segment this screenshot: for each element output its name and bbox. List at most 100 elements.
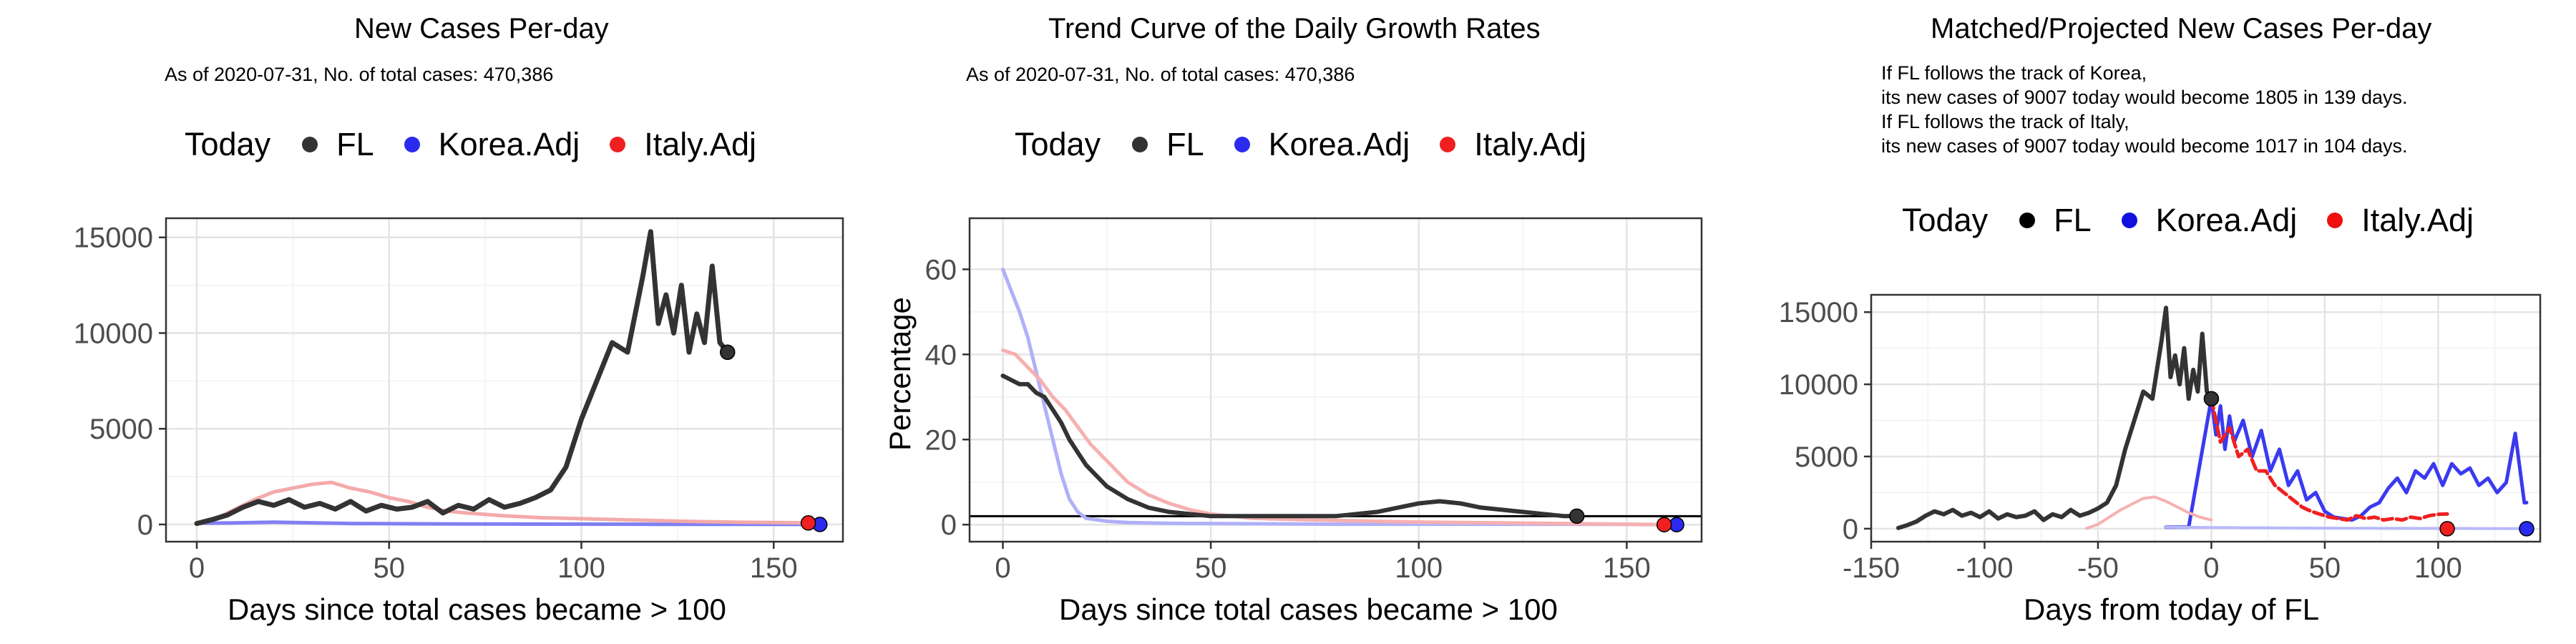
chart-title: Trend Curve of the Daily Growth Rates	[1048, 13, 1541, 44]
chart-legend: Today FL Korea.Adj Italy.Adj	[1902, 202, 2494, 239]
series-line-italy-adj-history	[2085, 495, 2213, 530]
y-tick-label: 0	[941, 509, 957, 541]
legend-dot-fl	[302, 137, 318, 152]
plot-area	[1871, 295, 2540, 542]
legend-dot-fl	[1132, 137, 1148, 152]
x-axis-title: Days since total cases became > 100	[1059, 592, 1558, 626]
legend-label-fl: FL	[2054, 202, 2092, 238]
plot-area	[166, 218, 843, 542]
chart-subtitle: As of 2020-07-31, No. of total cases: 47…	[165, 64, 554, 85]
y-tick-label: 10000	[74, 318, 153, 349]
x-tick-label: 100	[2414, 552, 2462, 584]
y-tick-label: 40	[925, 339, 957, 371]
y-tick-label: 0	[1843, 514, 1858, 545]
legend-label-korea: Korea.Adj	[2155, 202, 2298, 238]
y-tick-label: 15000	[1779, 297, 1858, 328]
y-tick-label: 10000	[1779, 369, 1858, 401]
chart-panel-growth-rates: Trend Curve of the Daily Growth Rates As…	[859, 0, 1717, 644]
chart-svg: 0 50 100 150 0 20 40 60	[925, 217, 1703, 584]
plot-border	[968, 217, 1703, 543]
chart-title: Matched/Projected New Cases Per-day	[1931, 13, 2432, 44]
chart-panel-projected: Matched/Projected New Cases Per-day If F…	[1717, 0, 2576, 644]
legend-item-korea: Korea.Adj	[394, 126, 580, 163]
legend-title: Today	[1902, 202, 1989, 238]
x-tick-label: 0	[995, 552, 1010, 584]
series-line-korea-adj	[195, 520, 822, 527]
chart-legend: Today FL Korea.Adj Italy.Adj	[185, 126, 776, 163]
today-point-italy-adj	[1656, 517, 1672, 532]
chart-legend: Today FL Korea.Adj Italy.Adj	[1015, 126, 1606, 163]
y-tick-label: 5000	[89, 414, 153, 445]
y-axis-title: Percentage	[883, 297, 917, 451]
legend-item-fl: FL	[292, 126, 374, 163]
x-tick-label: 100	[1395, 552, 1443, 584]
x-axis-title: Days since total cases became > 100	[228, 592, 726, 626]
x-axis-title: Days from today of FL	[2024, 592, 2320, 626]
legend-label-korea: Korea.Adj	[1268, 126, 1410, 162]
chart-panel-new-cases: New Cases Per-day As of 2020-07-31, No. …	[0, 0, 859, 644]
y-tick-label: 15000	[74, 223, 153, 254]
y-tick-label: 60	[925, 254, 957, 286]
x-tick-label: 50	[1195, 552, 1227, 584]
legend-item-italy: Italy.Adj	[600, 126, 756, 163]
legend-item-italy: Italy.Adj	[2317, 202, 2474, 239]
x-tick-label: -100	[1956, 552, 2013, 584]
x-tick-label: 50	[374, 552, 406, 584]
series-line-korea-adj	[1001, 267, 1679, 527]
x-tick-label: 0	[189, 552, 205, 584]
legend-label-fl: FL	[1166, 126, 1204, 162]
today-point-fl	[2203, 391, 2220, 407]
legend-dot-italy	[2327, 213, 2343, 228]
today-point-italy-adj	[2439, 521, 2455, 537]
y-tick-label: 0	[137, 509, 153, 541]
series-line-fl	[1896, 306, 2214, 530]
x-tick-label: 150	[1603, 552, 1651, 584]
x-tick-label: 50	[2309, 552, 2341, 584]
series-line-fl	[194, 229, 731, 527]
today-point-fl	[1568, 508, 1585, 525]
chart-subtitle: As of 2020-07-31, No. of total cases: 47…	[966, 64, 1355, 85]
y-tick-label: 5000	[1795, 441, 1858, 473]
x-tick-label: 150	[750, 552, 798, 584]
chart-title: New Cases Per-day	[354, 13, 609, 44]
legend-dot-korea	[2121, 213, 2137, 228]
legend-label-italy: Italy.Adj	[2361, 202, 2474, 238]
legend-title: Today	[185, 126, 271, 162]
legend-item-italy: Italy.Adj	[1430, 126, 1586, 163]
legend-label-italy: Italy.Adj	[1474, 126, 1586, 162]
chart-subtitle-line-4: its new cases of 9007 today would become…	[1881, 135, 2408, 157]
chart-subtitle-line-3: If FL follows the track of Italy,	[1881, 111, 2129, 132]
legend-dot-korea	[1234, 137, 1250, 152]
series-line-korea-adj-history	[2165, 525, 2528, 530]
x-tick-label: 0	[2203, 552, 2219, 584]
legend-dot-italy	[610, 137, 626, 152]
chart-subtitle-line-2: its new cases of 9007 today would become…	[1881, 87, 2408, 108]
legend-label-italy: Italy.Adj	[644, 126, 756, 162]
plot-border	[1870, 293, 2542, 543]
legend-dot-korea	[404, 137, 420, 152]
series-line-italy-adj	[2209, 396, 2449, 522]
x-tick-label: -150	[1843, 552, 1900, 584]
legend-dot-fl	[2019, 213, 2036, 228]
legend-label-korea: Korea.Adj	[438, 126, 580, 162]
plot-area	[970, 218, 1702, 542]
legend-item-korea: Korea.Adj	[1224, 126, 1410, 163]
series-line-italy-adj	[1001, 348, 1667, 527]
chart-svg: -150 -100 -50 0 50 100 0 5000 10000 15000	[1779, 293, 2542, 584]
today-point-italy-adj	[800, 515, 816, 531]
y-tick-label: 20	[925, 424, 957, 456]
x-tick-label: 100	[557, 552, 605, 584]
legend-item-korea: Korea.Adj	[2112, 202, 2298, 239]
today-point-fl	[720, 344, 736, 360]
today-point-korea-adj	[2519, 521, 2534, 537]
chart-subtitle-line-1: If FL follows the track of Korea,	[1881, 62, 2147, 84]
x-tick-label: -50	[2077, 552, 2119, 584]
legend-label-fl: FL	[336, 126, 374, 162]
chart-svg: 0 50 100 150 0 5000 10000 15000	[74, 217, 844, 584]
legend-dot-italy	[1440, 137, 1456, 152]
legend-title: Today	[1015, 126, 1101, 162]
plot-border	[165, 217, 844, 543]
legend-item-fl: FL	[1122, 126, 1204, 163]
series-line-fl	[1000, 374, 1579, 519]
legend-item-fl: FL	[2009, 202, 2092, 239]
